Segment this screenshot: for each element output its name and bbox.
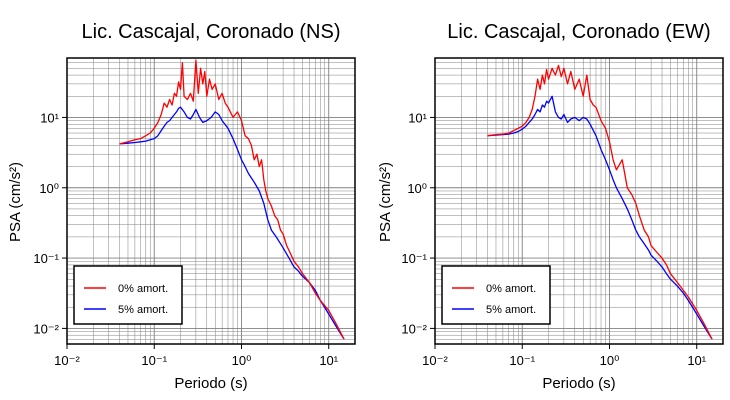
legend: 0% amort. 5% amort.	[441, 265, 551, 325]
chart-title: Lic. Cascajal, Coronado (NS)	[82, 21, 341, 43]
series-line	[487, 95, 713, 340]
legend-label: 5% amort.	[118, 304, 168, 316]
plot-frame	[66, 57, 356, 345]
legend-box	[73, 265, 183, 325]
chart-panel-ew: Lic. Cascajal, Coronado (EW) 10⁻² 10⁻¹ 10⁰…	[377, 21, 724, 392]
x-tick-label: 10⁻²	[54, 353, 80, 368]
y-tick-label: 10⁰	[39, 181, 59, 196]
legend-box	[441, 265, 551, 325]
y-tick-label: 10⁰	[407, 181, 427, 196]
legend-label: 0% amort.	[486, 283, 536, 295]
x-tick-label: 10⁰	[232, 353, 252, 368]
legend-label: 5% amort.	[486, 304, 536, 316]
legend-label: 0% amort.	[118, 283, 168, 295]
chart-title: Lic. Cascajal, Coronado (EW)	[447, 21, 710, 43]
y-tick-label: 10⁻¹	[33, 251, 59, 266]
y-tick-label: 10¹	[40, 110, 59, 125]
y-tick-label: 10⁻²	[401, 321, 427, 336]
series-line	[119, 59, 345, 340]
x-tick-label: 10¹	[319, 353, 338, 368]
series-line	[487, 64, 713, 340]
series-group	[487, 64, 713, 340]
x-tick-label: 10⁻¹	[509, 353, 535, 368]
y-tick-label: 10⁻²	[33, 321, 59, 336]
y-tick-label: 10¹	[408, 110, 427, 125]
series-group	[119, 59, 345, 340]
x-axis-label: Periodo (s)	[542, 375, 615, 392]
chart-panel-ns: Lic. Cascajal, Coronado (NS) 10⁻² 10⁻¹ 10⁰…	[7, 21, 356, 392]
x-axis-label: Periodo (s)	[174, 375, 247, 392]
series-line	[119, 106, 345, 340]
y-axis-label: PSA (cm/s²)	[7, 162, 24, 242]
plot-frame	[434, 57, 724, 345]
grid	[434, 57, 724, 345]
x-tick-label: 10⁻²	[422, 353, 448, 368]
tick-labels: 10⁻² 10⁻¹ 10⁰ 10¹ 10⁻² 10⁻¹ 10⁰ 10¹	[401, 110, 706, 368]
legend: 0% amort. 5% amort.	[73, 265, 183, 325]
x-tick-label: 10⁻¹	[141, 353, 167, 368]
y-axis-label: PSA (cm/s²)	[377, 162, 394, 242]
tick-labels: 10⁻² 10⁻¹ 10⁰ 10¹ 10⁻² 10⁻¹ 10⁰ 10¹	[33, 110, 338, 368]
x-tick-label: 10¹	[687, 353, 706, 368]
y-tick-label: 10⁻¹	[401, 251, 427, 266]
x-tick-label: 10⁰	[600, 353, 620, 368]
